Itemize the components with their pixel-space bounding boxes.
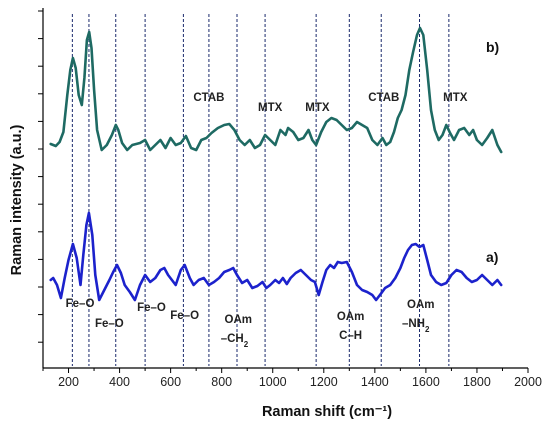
annotation-15: –NH2 bbox=[402, 318, 430, 334]
annotation-11: –CH2 bbox=[221, 333, 249, 349]
annotation-5: MTX bbox=[443, 92, 468, 104]
annotation-14: OAm bbox=[407, 299, 434, 311]
x-tick-label-1600: 1600 bbox=[412, 375, 440, 389]
spectrum-a bbox=[49, 211, 503, 302]
annotation-8: Fe–O bbox=[137, 302, 166, 314]
spectrum-b bbox=[49, 26, 503, 154]
annotation-7: Fe–O bbox=[95, 318, 124, 330]
spectra bbox=[49, 26, 503, 302]
annotation-6: Fe–O bbox=[66, 298, 95, 310]
x-tick-label-2000: 2000 bbox=[514, 375, 542, 389]
x-tick-label-1200: 1200 bbox=[310, 375, 338, 389]
annotation-10: OAm bbox=[225, 314, 252, 326]
x-tick-label-1000: 1000 bbox=[259, 375, 287, 389]
x-axis-title: Raman shift (cm⁻¹) bbox=[262, 404, 392, 420]
x-tick-label-1800: 1800 bbox=[463, 375, 491, 389]
annotation-4: CTAB bbox=[368, 92, 399, 104]
x-ticks: 200 400 600 800 1000 1200 1400 1600 1800 2000 bbox=[42, 368, 542, 389]
x-tick-label-400: 400 bbox=[109, 375, 130, 389]
axes bbox=[38, 8, 528, 369]
annotation-9: Fe–O bbox=[170, 310, 199, 322]
series-label-b: b) bbox=[486, 39, 499, 55]
x-tick-label-1400: 1400 bbox=[361, 375, 389, 389]
series-label-a: a) bbox=[486, 249, 498, 265]
annotation-13: C–H bbox=[339, 330, 362, 342]
x-tick-label-200: 200 bbox=[58, 375, 79, 389]
annotation-12: OAm bbox=[337, 311, 364, 323]
y-axis-title: Raman intensity (a.u.) bbox=[9, 125, 25, 276]
x-tick-label-800: 800 bbox=[211, 375, 232, 389]
x-tick-label-600: 600 bbox=[160, 375, 181, 389]
annotation-2: MTX bbox=[258, 102, 283, 114]
reference-lines bbox=[71, 14, 450, 366]
annotation-1: CTAB bbox=[193, 92, 224, 104]
annotation-3: MTX bbox=[305, 102, 330, 114]
